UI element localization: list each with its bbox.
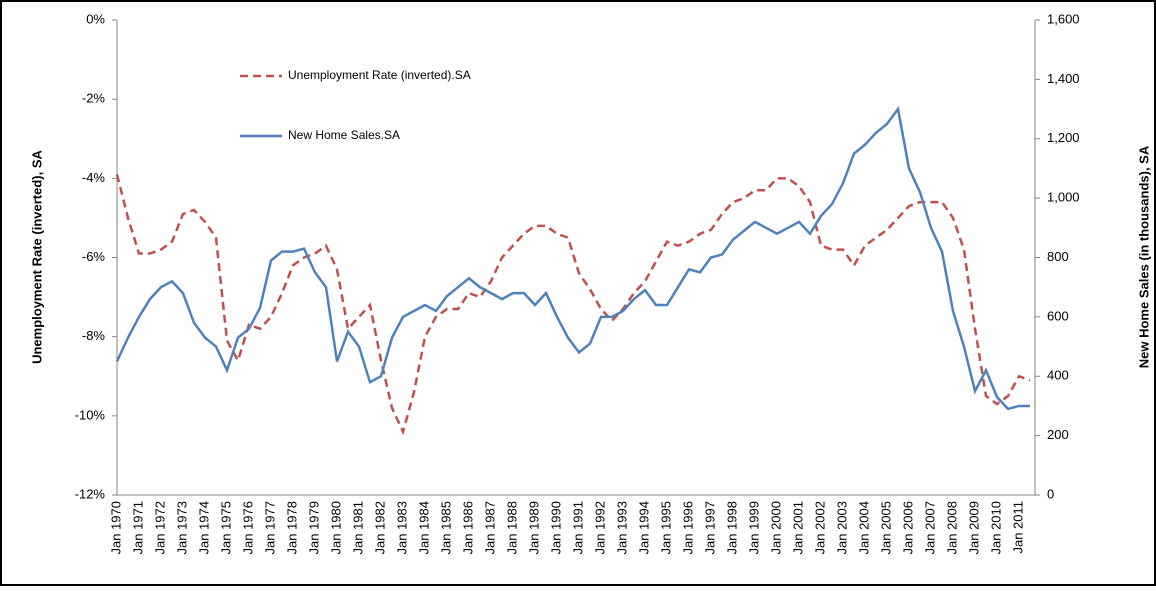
y2-tick-label: 1,200 xyxy=(1047,130,1080,145)
x-tick-label: Jan 2000 xyxy=(768,501,783,555)
x-tick-label: Jan 1984 xyxy=(416,501,431,555)
x-tick-label: Jan 1995 xyxy=(658,501,673,555)
x-tick-label: Jan 1997 xyxy=(702,501,717,555)
x-tick-label: Jan 1986 xyxy=(460,501,475,555)
y-tick-label: -6% xyxy=(82,249,106,264)
y-tick-label: -8% xyxy=(82,328,106,343)
x-tick-label: Jan 1980 xyxy=(328,501,343,555)
y2-tick-label: 1,000 xyxy=(1047,190,1080,205)
y2-tick-label: 200 xyxy=(1047,427,1069,442)
y2-tick-label: 400 xyxy=(1047,368,1069,383)
legend-label: New Home Sales.SA xyxy=(288,128,400,142)
x-tick-label: Jan 1977 xyxy=(262,501,277,555)
x-tick-label: Jan 2005 xyxy=(878,501,893,555)
x-tick-label: Jan 1973 xyxy=(174,501,189,555)
x-tick-label: Jan 1992 xyxy=(592,501,607,555)
x-tick-label: Jan 1972 xyxy=(152,501,167,555)
x-tick-label: Jan 2004 xyxy=(856,501,871,555)
y2-tick-label: 800 xyxy=(1047,249,1069,264)
y-tick-label: -12% xyxy=(75,486,106,501)
x-tick-label: Jan 1993 xyxy=(614,501,629,555)
x-tick-label: Jan 1985 xyxy=(438,501,453,555)
x-tick-label: Jan 2003 xyxy=(834,501,849,555)
x-tick-label: Jan 1996 xyxy=(680,501,695,555)
x-tick-label: Jan 2002 xyxy=(812,501,827,555)
y-axis-title: Unemployment Rate (inverted), SA xyxy=(29,149,44,363)
x-tick-label: Jan 1981 xyxy=(350,501,365,555)
y-tick-label: -10% xyxy=(75,407,106,422)
x-tick-label: Jan 2009 xyxy=(966,501,981,555)
x-tick-label: Jan 1994 xyxy=(636,501,651,555)
x-tick-label: Jan 2001 xyxy=(790,501,805,555)
y2-tick-label: 600 xyxy=(1047,308,1069,323)
x-tick-label: Jan 1975 xyxy=(218,501,233,555)
x-tick-label: Jan 1976 xyxy=(240,501,255,555)
x-tick-label: Jan 1989 xyxy=(526,501,541,555)
x-tick-label: Jan 2006 xyxy=(900,501,915,555)
x-tick-label: Jan 1983 xyxy=(394,501,409,555)
y-tick-label: -4% xyxy=(82,170,106,185)
x-tick-label: Jan 1970 xyxy=(108,501,123,555)
x-tick-label: Jan 1974 xyxy=(196,501,211,555)
x-tick-label: Jan 1979 xyxy=(306,501,321,555)
x-tick-label: Jan 1987 xyxy=(482,501,497,555)
series-line xyxy=(115,174,1031,436)
x-tick-label: Jan 2008 xyxy=(944,501,959,555)
y-tick-label: 0% xyxy=(86,11,105,26)
legend-label: Unemployment Rate (inverted).SA xyxy=(288,68,471,82)
x-tick-label: Jan 1998 xyxy=(724,501,739,555)
x-tick-label: Jan 2011 xyxy=(1010,501,1025,554)
x-tick-label: Jan 2010 xyxy=(988,501,1003,555)
x-tick-label: Jan 1978 xyxy=(284,501,299,555)
x-tick-label: Jan 1991 xyxy=(570,501,585,555)
y2-axis-title: New Home Sales (in thousands), SA xyxy=(1136,145,1151,368)
series-line xyxy=(115,106,1030,411)
x-tick-label: Jan 1990 xyxy=(548,501,563,555)
x-tick-label: Jan 1971 xyxy=(130,501,145,555)
y2-tick-label: 1,600 xyxy=(1047,11,1080,26)
x-tick-label: Jan 1999 xyxy=(746,501,761,555)
y2-tick-label: 0 xyxy=(1047,486,1054,501)
y-tick-label: -2% xyxy=(82,91,106,106)
y2-tick-label: 1,400 xyxy=(1047,71,1080,86)
x-tick-label: Jan 2007 xyxy=(922,501,937,555)
x-tick-label: Jan 1982 xyxy=(372,501,387,555)
x-tick-label: Jan 1988 xyxy=(504,501,519,555)
